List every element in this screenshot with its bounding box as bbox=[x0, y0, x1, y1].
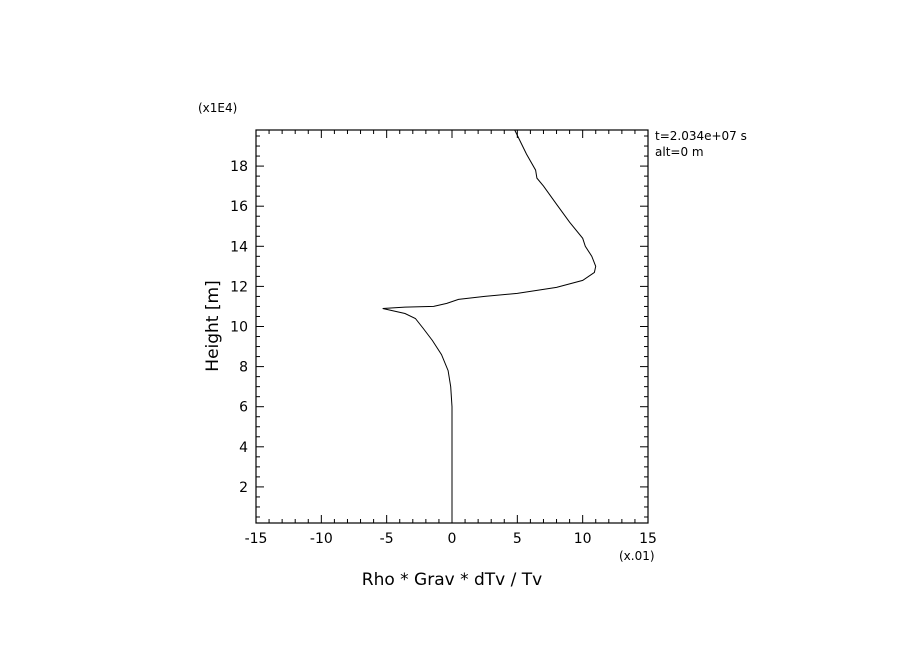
x-tick-label: 10 bbox=[574, 531, 592, 547]
x-tick-label: -10 bbox=[310, 531, 333, 547]
tick-labels: -15 -10 -5 0 5 10 15 2 4 6 8 10 12 14 16 18 bbox=[230, 159, 657, 547]
x-tick-label: 5 bbox=[513, 531, 522, 547]
y-axis-label: Height [m] bbox=[203, 280, 223, 371]
y-tick-label: 12 bbox=[230, 279, 248, 295]
y-multiplier-label: (x1E4) bbox=[198, 101, 237, 115]
x-tick-label: 15 bbox=[639, 531, 657, 547]
y-tick-label: 4 bbox=[239, 440, 248, 456]
series-line bbox=[382, 129, 597, 523]
x-tick-label: 0 bbox=[448, 531, 457, 547]
x-multiplier-label: (x.01) bbox=[619, 549, 655, 563]
x-tick-label: -5 bbox=[380, 531, 394, 547]
annotation-time: t=2.034e+07 s bbox=[655, 129, 747, 143]
y-tick-label: 6 bbox=[239, 400, 248, 416]
x-axis-label: Rho * Grav * dTv / Tv bbox=[362, 570, 542, 590]
x-tick-label: -15 bbox=[245, 531, 268, 547]
y-tick-label: 8 bbox=[239, 360, 248, 376]
annotation-altitude: alt=0 m bbox=[655, 145, 704, 159]
y-tick-label: 18 bbox=[230, 159, 248, 175]
y-tick-label: 2 bbox=[239, 480, 248, 496]
y-tick-label: 16 bbox=[230, 199, 248, 215]
y-tick-label: 14 bbox=[230, 239, 248, 255]
y-tick-label: 10 bbox=[230, 320, 248, 336]
